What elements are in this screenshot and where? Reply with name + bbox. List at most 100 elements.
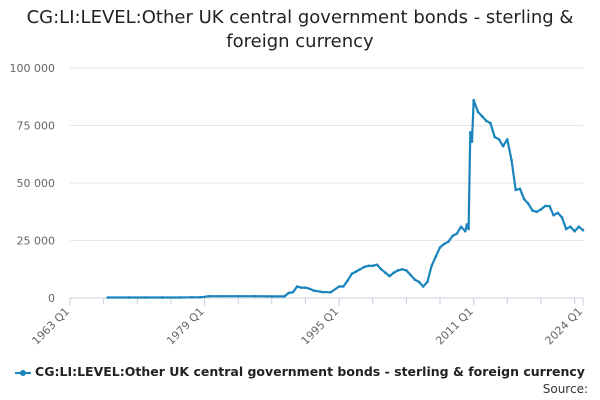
data-point[interactable] xyxy=(287,291,290,295)
data-point[interactable] xyxy=(548,204,551,208)
data-point[interactable] xyxy=(350,272,354,276)
data-point[interactable] xyxy=(207,294,211,298)
data-point[interactable] xyxy=(106,296,110,299)
data-point[interactable] xyxy=(552,213,555,217)
x-tick-label: 1995 Q1 xyxy=(299,305,342,348)
data-point[interactable] xyxy=(493,135,496,139)
data-point[interactable] xyxy=(400,267,404,271)
data-point[interactable] xyxy=(371,264,375,268)
data-point[interactable] xyxy=(417,280,421,284)
data-point[interactable] xyxy=(312,289,316,292)
data-point[interactable] xyxy=(560,216,564,219)
data-point[interactable] xyxy=(421,285,425,288)
y-tick-label: 100 000 xyxy=(10,62,56,75)
legend-swatch-icon xyxy=(15,366,32,380)
data-point[interactable] xyxy=(358,267,362,271)
data-point[interactable] xyxy=(535,210,539,214)
data-point[interactable] xyxy=(291,290,295,294)
data-point[interactable] xyxy=(539,208,543,211)
data-point[interactable] xyxy=(295,285,299,288)
data-point[interactable] xyxy=(329,290,333,294)
data-point[interactable] xyxy=(253,294,257,298)
data-point[interactable] xyxy=(489,121,492,125)
x-tick-label: 1979 Q1 xyxy=(164,305,207,348)
data-point[interactable] xyxy=(531,209,534,212)
data-point[interactable] xyxy=(564,227,568,231)
data-point[interactable] xyxy=(573,230,576,233)
series-line[interactable] xyxy=(106,99,585,299)
x-tick-label: 1963 Q1 xyxy=(30,305,73,348)
data-point[interactable] xyxy=(484,119,488,123)
y-tick-label: 75 000 xyxy=(17,120,56,133)
data-point[interactable] xyxy=(320,290,324,294)
data-point[interactable] xyxy=(413,278,417,281)
data-point[interactable] xyxy=(178,296,181,299)
data-point[interactable] xyxy=(430,264,433,268)
data-point[interactable] xyxy=(527,202,530,205)
data-point[interactable] xyxy=(451,234,454,238)
data-point[interactable] xyxy=(337,285,341,288)
data-point[interactable] xyxy=(455,232,459,235)
data-point[interactable] xyxy=(199,296,202,299)
data-point[interactable] xyxy=(190,296,194,299)
data-point[interactable] xyxy=(465,223,469,226)
data-point[interactable] xyxy=(127,296,131,299)
source-label: Source: xyxy=(542,382,588,396)
x-tick-label: 2011 Q1 xyxy=(433,305,476,348)
data-point[interactable] xyxy=(161,296,164,299)
data-point[interactable] xyxy=(283,295,286,298)
data-point[interactable] xyxy=(514,188,518,192)
data-point[interactable] xyxy=(367,264,370,268)
legend[interactable]: CG:LI:LEVEL:Other UK central government … xyxy=(0,364,600,380)
data-point[interactable] xyxy=(497,138,501,141)
data-point[interactable] xyxy=(506,138,509,141)
data-point[interactable] xyxy=(472,98,475,102)
series-layer xyxy=(106,98,585,299)
data-point[interactable] xyxy=(470,140,474,143)
data-point[interactable] xyxy=(270,295,274,298)
y-tick-label: 25 000 xyxy=(17,235,56,248)
data-point[interactable] xyxy=(354,270,358,273)
data-point[interactable] xyxy=(236,294,240,298)
data-point[interactable] xyxy=(476,110,480,113)
data-point[interactable] xyxy=(379,267,383,271)
data-point[interactable] xyxy=(346,279,349,283)
data-point[interactable] xyxy=(375,263,379,266)
y-axis-ticks: 0 25 000 50 000 75 000 100 000 xyxy=(10,62,56,305)
data-point[interactable] xyxy=(304,286,307,289)
y-tick-label: 50 000 xyxy=(17,177,56,190)
data-point[interactable] xyxy=(392,271,396,275)
data-point[interactable] xyxy=(405,269,408,272)
data-point[interactable] xyxy=(522,197,526,201)
data-point[interactable] xyxy=(459,225,463,228)
data-point[interactable] xyxy=(480,115,484,118)
data-point[interactable] xyxy=(299,286,303,289)
data-point[interactable] xyxy=(469,131,472,134)
data-point[interactable] xyxy=(396,269,400,272)
data-point[interactable] xyxy=(467,227,470,231)
data-point[interactable] xyxy=(388,274,391,278)
data-point[interactable] xyxy=(577,225,581,228)
legend-label: CG:LI:LEVEL:Other UK central government … xyxy=(35,364,585,379)
grid-lines xyxy=(70,67,583,241)
data-point[interactable] xyxy=(426,280,429,284)
data-point[interactable] xyxy=(463,230,467,233)
data-point[interactable] xyxy=(363,265,366,269)
data-point[interactable] xyxy=(569,225,572,228)
data-point[interactable] xyxy=(518,187,522,191)
data-point[interactable] xyxy=(144,296,147,299)
data-point[interactable] xyxy=(342,285,345,288)
data-point[interactable] xyxy=(556,211,560,215)
data-point[interactable] xyxy=(384,271,387,275)
data-point[interactable] xyxy=(501,144,505,148)
data-point[interactable] xyxy=(434,255,438,258)
data-point[interactable] xyxy=(308,287,311,291)
data-point[interactable] xyxy=(543,204,547,208)
data-point[interactable] xyxy=(510,158,513,162)
data-point[interactable] xyxy=(442,242,446,246)
data-point[interactable] xyxy=(581,228,585,232)
data-point[interactable] xyxy=(447,240,450,243)
data-point[interactable] xyxy=(438,246,442,249)
data-point[interactable] xyxy=(409,273,412,277)
data-point[interactable] xyxy=(220,294,223,298)
